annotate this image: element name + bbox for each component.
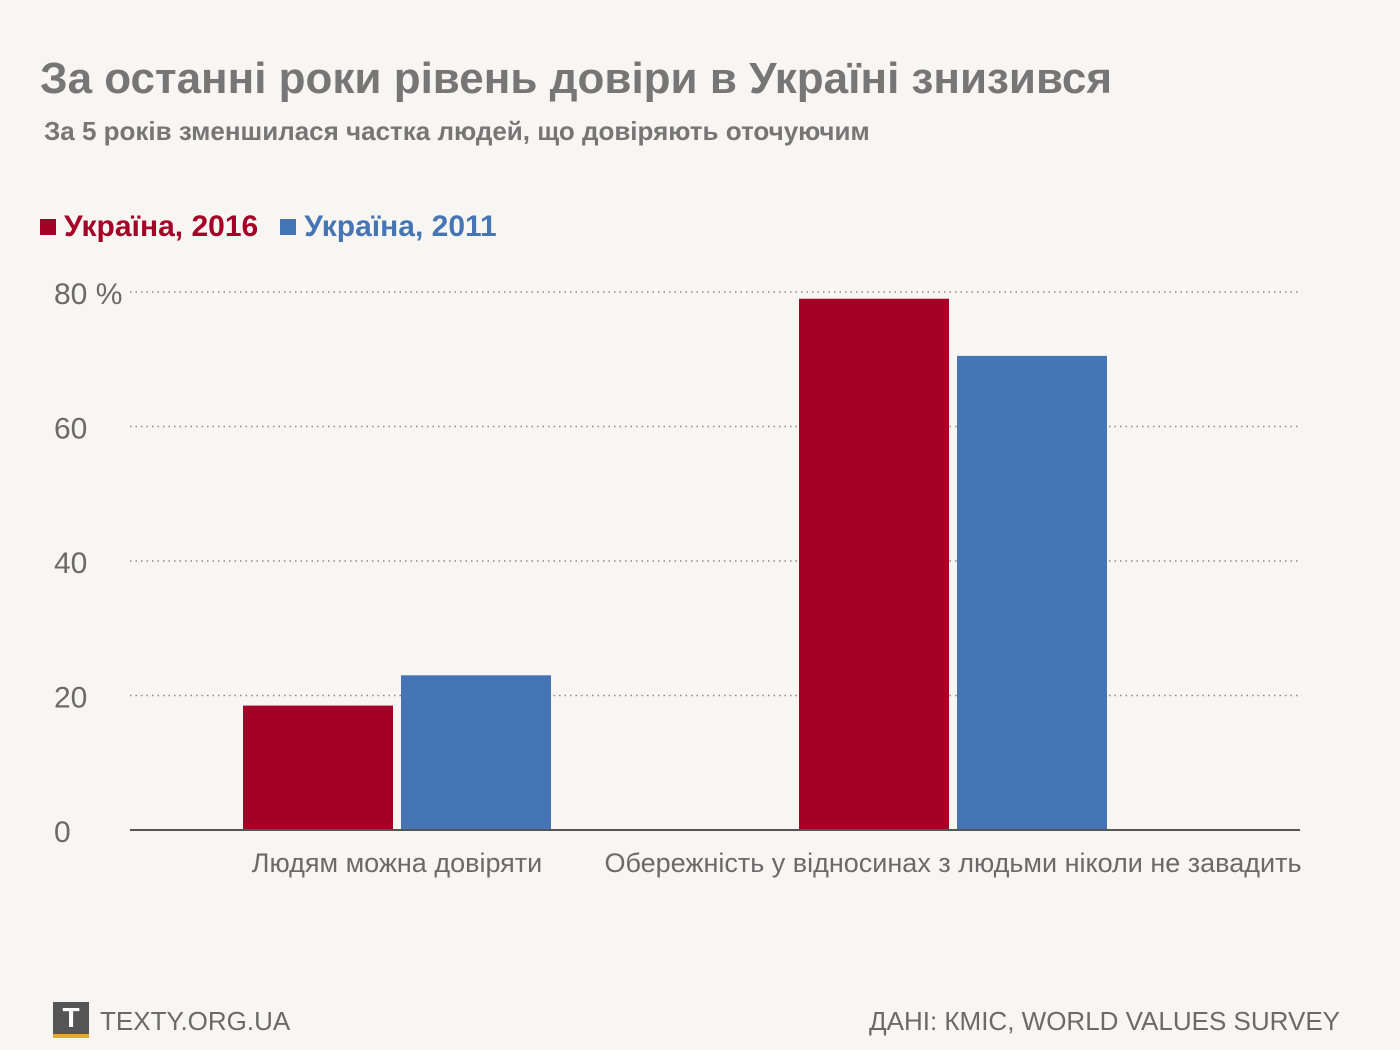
bar-2011-2 [957,355,1107,830]
y-tick-label: 0 [54,816,71,849]
y-tick-label: 60 [54,413,87,446]
bar-2011-1 [401,675,551,830]
legend: Україна, 2016 Україна, 2011 [40,210,519,244]
y-tick-label: 20 [54,682,87,715]
legend-swatch-2011 [280,219,297,235]
chart-subtitle: За 5 років зменшилася частка людей, що д… [44,116,870,146]
legend-label-2016: Україна, 2016 [64,210,259,243]
bar-2016-2 [799,298,949,831]
legend-swatch-2016 [40,219,56,235]
x-category-label: Обережність у відносинах з людьми ніколи… [604,848,1301,878]
x-category-label: Людям можна довіряти [252,848,542,878]
bar-2016-1 [243,705,393,830]
footer-site: TEXTY.ORG.UA [100,1006,291,1036]
legend-item-2016: Україна, 2016 [40,210,258,244]
footer-source: ДАНІ: КМІС, WORLD VALUES SURVEY [869,1006,1340,1036]
y-tick-label: 40 [54,547,87,580]
chart-title: За останні роки рівень довіри в Україні … [40,54,1113,103]
legend-label-2011: Україна, 2011 [304,210,497,243]
legend-item-2011: Україна, 2011 [280,210,497,244]
y-tick-label: 80 % [54,278,122,311]
texty-logo-icon: T [53,1002,89,1038]
